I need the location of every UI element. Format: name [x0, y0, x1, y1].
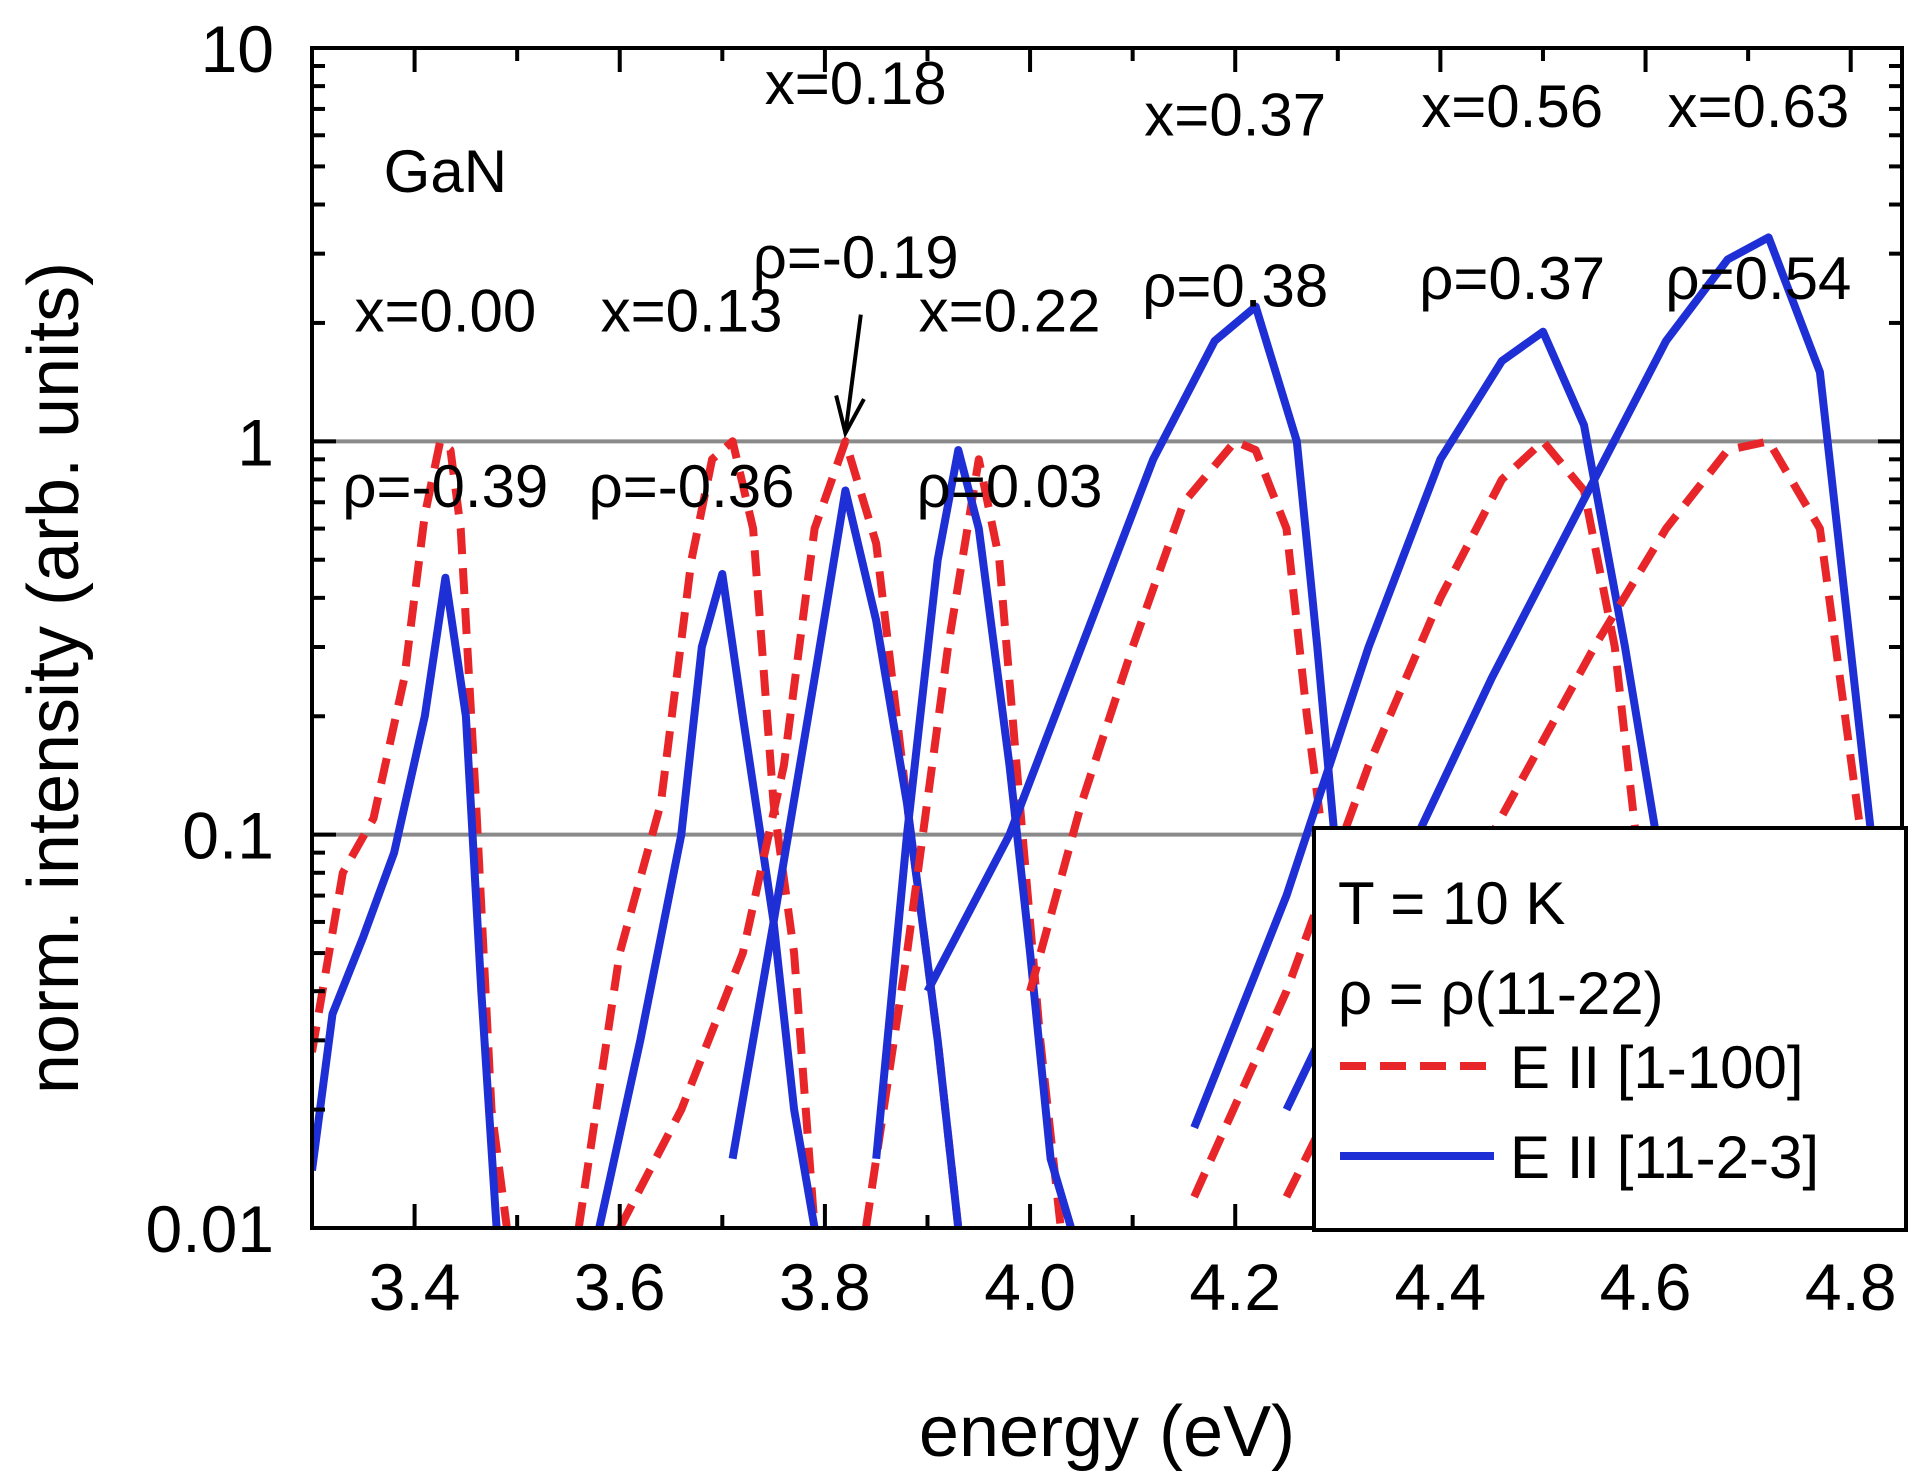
x-axis-label: energy (eV)	[919, 1392, 1295, 1472]
sample-label: ρ=-0.19	[753, 224, 959, 291]
x-tick-label: 4.6	[1600, 1250, 1692, 1324]
sample-label: x=0.37	[1144, 81, 1326, 148]
series-line-dashed	[312, 437, 511, 1228]
x-tick-label: 4.0	[984, 1250, 1076, 1324]
series-line-solid	[595, 570, 819, 1228]
sample-label: x=0.18	[765, 50, 947, 117]
legend: T = 10 K ρ = ρ(11-22) E II [1-100] E II [11…	[1312, 826, 1908, 1232]
y-axis-label: norm. intensity (arb. units)	[14, 262, 94, 1094]
x-tick-label: 4.2	[1189, 1250, 1281, 1324]
y-tick-label: 1	[237, 405, 274, 479]
sample-label: ρ=0.03	[917, 453, 1103, 520]
y-tick-label: 0.1	[182, 799, 274, 873]
series-line-solid	[1190, 327, 1671, 1130]
sample-label: x=0.56	[1421, 73, 1603, 140]
series-line-solid	[312, 573, 501, 1228]
plot-frame	[310, 46, 1904, 1230]
sample-label: ρ=-0.36	[589, 453, 795, 520]
legend-label: E II [11-2-3]	[1510, 1124, 1819, 1191]
sample-label: ρ=0.38	[1142, 253, 1328, 320]
x-tick-label: 3.4	[369, 1250, 461, 1324]
series-line-solid	[923, 302, 1342, 994]
series-layer	[312, 233, 1876, 1228]
series-line-solid	[1282, 233, 1876, 1112]
sample-label: x=0.13	[601, 278, 783, 345]
legend-box	[1312, 826, 1908, 1232]
sample-label: GaN	[384, 138, 507, 205]
x-tick-label: 3.8	[779, 1250, 871, 1324]
x-tick-label: 4.8	[1805, 1250, 1897, 1324]
sample-label: ρ=0.54	[1665, 245, 1851, 312]
sample-label: x=0.22	[919, 278, 1101, 345]
tick-labels: 3.4 3.6 3.8 4.0 4.2 4.4 4.6 4.8 0.01 0.1 1 10	[146, 12, 1897, 1324]
annotation-arrow-line	[843, 314, 863, 434]
legend-header: T = 10 K	[1338, 870, 1565, 937]
sample-label: ρ=0.37	[1419, 245, 1605, 312]
sample-label: ρ=-0.39	[342, 453, 548, 520]
legend-label: E II [1-100]	[1510, 1034, 1804, 1101]
x-tick-label: 3.6	[574, 1250, 666, 1324]
legend-header: ρ = ρ(11-22)	[1338, 960, 1664, 1027]
series-line-dashed	[1026, 437, 1342, 993]
series-line-solid	[728, 486, 963, 1228]
series-line-solid	[872, 446, 1075, 1228]
sample-label: x=0.00	[354, 278, 536, 345]
sample-label: x=0.63	[1667, 73, 1849, 140]
y-tick-label: 0.01	[146, 1192, 274, 1266]
sample-annotations: GaN x=0.00 ρ=-0.39 x=0.13 ρ=-0.36 x=0.18 ρ=-0.…	[342, 50, 1851, 520]
annotation-arrow-head	[834, 395, 866, 439]
x-tick-label: 4.4	[1395, 1250, 1487, 1324]
y-tick-label: 10	[201, 12, 274, 86]
series-line-dashed	[616, 437, 963, 1228]
